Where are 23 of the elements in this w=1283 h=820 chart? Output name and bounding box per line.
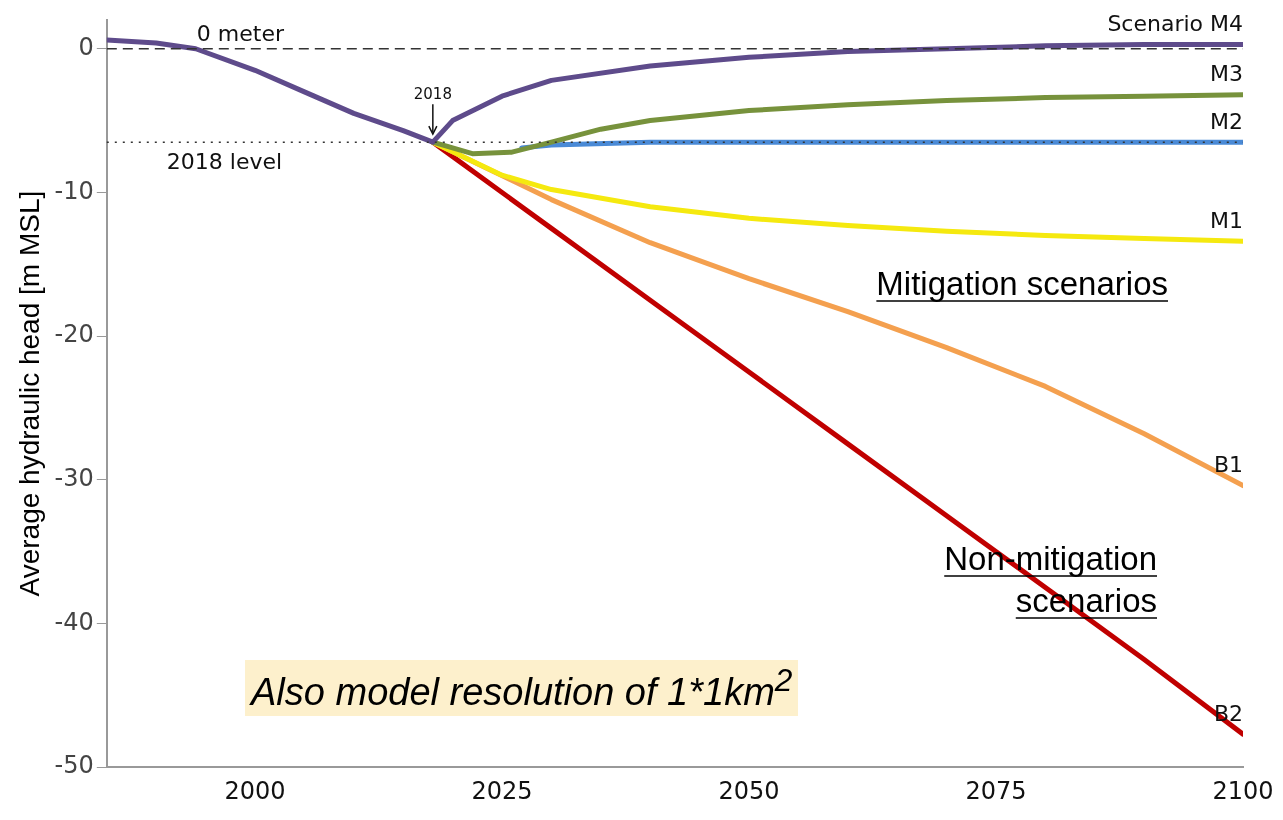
annotation: 2018 [413, 84, 452, 103]
series-label: B1 [1213, 452, 1243, 478]
x-tick-label: 2100 [1212, 776, 1274, 805]
annotation: Mitigation scenarios [876, 265, 1168, 302]
y-axis-title: Average hydraulic head [m MSL] [13, 190, 45, 597]
y-tick-label: -10 [54, 176, 94, 205]
ref-line-label: 0 meter [196, 21, 285, 47]
ref-line-label: 2018 level [166, 148, 283, 174]
x-tick-label: 2075 [965, 776, 1027, 805]
x-tick-label: 2000 [224, 776, 286, 805]
series-label: Scenario M4 [1107, 11, 1243, 37]
series-label: M1 [1210, 208, 1243, 233]
y-tick-label: -50 [54, 751, 94, 780]
series-label: M3 [1210, 61, 1243, 87]
y-tick-label: -20 [54, 320, 94, 349]
y-tick-label: 0 [78, 32, 94, 61]
series-label: B2 [1213, 700, 1243, 726]
x-tick-label: 2050 [718, 776, 780, 805]
y-tick-label: -30 [54, 464, 94, 493]
y-tick-label: -40 [54, 607, 94, 636]
series-label: M2 [1210, 108, 1243, 134]
annotation: Also model resolution of 1*1km$^{2}$ [245, 660, 799, 716]
x-tick-label: 2025 [471, 776, 533, 805]
